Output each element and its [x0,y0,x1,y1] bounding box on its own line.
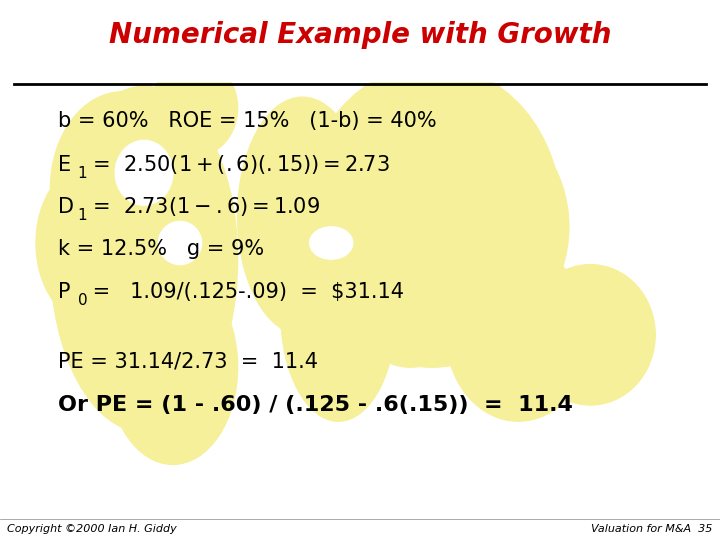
Text: Or PE = (1 - .60) / (.125 - .6(.15))  =  11.4: Or PE = (1 - .60) / (.125 - .6(.15)) = 1… [58,395,572,415]
Ellipse shape [281,205,396,421]
Text: =  $2.50 (1 + (.6)(.15))  =  $2.73: = $2.50 (1 + (.6)(.15)) = $2.73 [86,153,390,176]
Text: =  $2.73 (1-.6)  =  $1.09: = $2.73 (1-.6) = $1.09 [86,195,320,218]
Ellipse shape [36,162,151,324]
Text: PE = 31.14/2.73  =  11.4: PE = 31.14/2.73 = 11.4 [58,352,318,372]
Ellipse shape [526,265,655,405]
Text: E: E [58,154,71,175]
Ellipse shape [324,130,425,281]
Text: 0: 0 [78,293,87,308]
Text: D: D [58,197,73,217]
Text: Valuation for M&A  35: Valuation for M&A 35 [591,524,713,534]
Ellipse shape [50,92,194,286]
Text: k = 12.5%   g = 9%: k = 12.5% g = 9% [58,239,264,260]
Text: b = 60%   ROE = 15%   (1-b) = 40%: b = 60% ROE = 15% (1-b) = 40% [58,111,436,132]
Text: =   1.09/(.125-.09)  =  $31.14: = 1.09/(.125-.09) = $31.14 [86,281,405,302]
Ellipse shape [310,227,353,259]
Ellipse shape [302,65,562,367]
Ellipse shape [446,248,590,421]
Ellipse shape [50,86,238,432]
Ellipse shape [151,59,238,157]
Text: 1: 1 [78,208,87,224]
Text: P: P [58,281,70,302]
Text: Numerical Example with Growth: Numerical Example with Growth [109,21,611,49]
Ellipse shape [410,108,526,162]
Ellipse shape [396,119,569,335]
Ellipse shape [317,119,403,184]
Bar [0,0,720,81]
Text: Copyright ©2000 Ian H. Giddy: Copyright ©2000 Ian H. Giddy [7,524,177,534]
Ellipse shape [158,221,202,265]
Ellipse shape [338,173,482,367]
Ellipse shape [238,97,367,335]
Ellipse shape [108,270,238,464]
Text: 1: 1 [78,166,87,181]
Ellipse shape [115,140,173,205]
